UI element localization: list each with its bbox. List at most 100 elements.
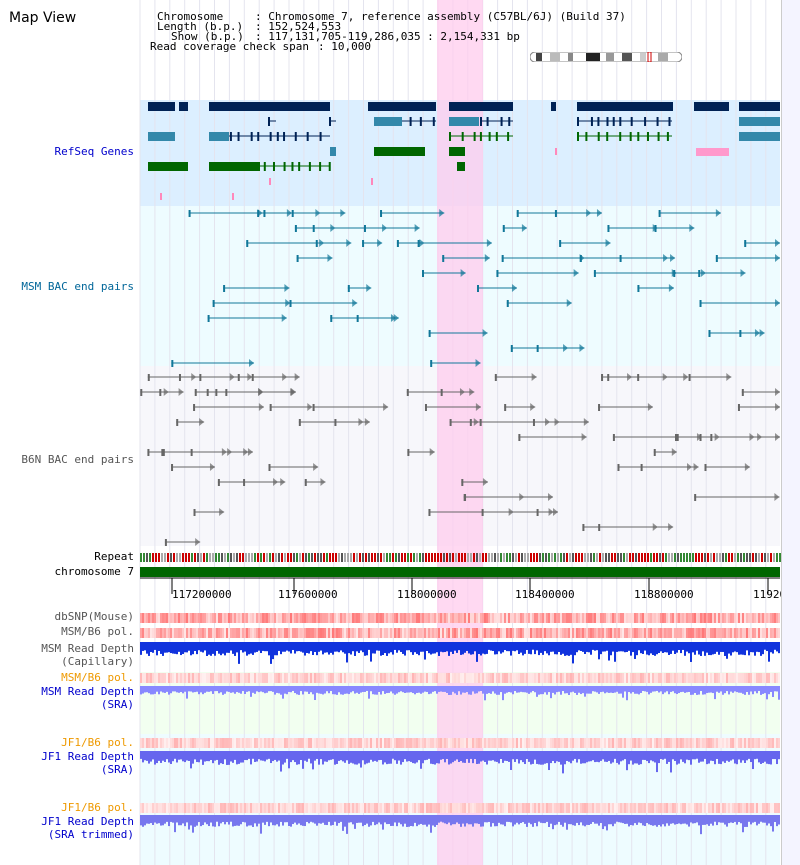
depth-bar [258,751,260,760]
heat-cell [192,613,194,623]
heat-cell [196,738,198,748]
heat-cell [440,803,442,813]
heat-cell [574,628,576,638]
depth-bar [286,642,288,651]
heat-cell [362,613,364,623]
depth-bar [212,815,214,827]
heat-cell [578,673,580,683]
depth-bar [220,751,222,764]
bac-end-arrow [320,478,326,486]
heat-cell [416,613,418,623]
bac-end [428,509,431,516]
refseq-genes-label[interactable]: RefSeq Genes [54,145,134,158]
bac-end [424,404,427,411]
heat-cell [308,673,310,683]
vertical-scrollbar[interactable] [781,0,800,865]
bac-end [504,404,507,411]
depth-bar [336,642,338,652]
msm-read-depth-sra-label[interactable]: MSM Read Depth [41,685,134,698]
depth-bar [708,815,710,826]
depth-bar [522,642,524,656]
heat-cell [476,738,478,748]
heat-cell [664,673,666,683]
bac-end-arrow [647,403,653,411]
depth-bar [536,815,538,827]
depth-bar [428,642,430,654]
heat-cell [436,673,438,683]
heat-cell [604,628,606,638]
depth-bar [738,815,740,823]
depth-bar [774,642,776,650]
heat-cell [156,673,158,683]
depth-bar [530,815,532,825]
heat-cell [500,628,502,638]
msm-bac-end-pairs-label[interactable]: MSM BAC end pairs [21,280,134,293]
depth-bar [142,815,144,827]
depth-bar [728,815,730,824]
heat-cell [316,803,318,813]
bac-end-arrow [221,448,227,456]
heat-cell [408,738,410,748]
depth-bar [608,642,610,661]
heat-cell [528,613,530,623]
depth-bar [332,642,334,655]
heat-cell [400,628,402,638]
depth-bar [752,686,754,695]
heat-cell [410,738,412,748]
heat-cell [378,673,380,683]
depth-bar [426,642,428,651]
depth-bar [242,642,244,653]
depth-bar [358,686,360,694]
heat-cell [182,673,184,683]
heat-cell [498,628,500,638]
dbsnp-label[interactable]: dbSNP(Mouse) [54,610,134,623]
heat-cell [156,613,158,623]
msm-b6-pol-sra-label[interactable]: MSM/B6 pol. [61,671,134,684]
depth-bar [228,815,230,825]
heat-cell [670,738,672,748]
msm-read-depth-capillary-label[interactable]: MSM Read Depth [41,642,134,655]
heat-cell [268,673,270,683]
jf1-read-depth-sra-label[interactable]: JF1 Read Depth [41,750,134,763]
jf1-read-depth-trimmed-label[interactable]: JF1 Read Depth [41,815,134,828]
depth-bar [438,686,440,692]
bac-end-arrow [315,209,321,217]
heat-cell [524,803,526,813]
depth-bar [250,815,252,826]
jf1-b6-pol-trimmed-label[interactable]: JF1/B6 pol. [61,801,134,814]
depth-bar [640,686,642,693]
depth-bar [384,815,386,823]
heat-cell [508,613,510,623]
chromosome-ideogram[interactable] [530,52,682,62]
heat-cell [456,803,458,813]
heat-cell [248,628,250,638]
depth-bar [688,642,690,654]
heat-cell [330,613,332,623]
heat-cell [526,613,528,623]
depth-bar [772,815,774,832]
depth-bar [668,751,670,762]
heat-cell [212,673,214,683]
depth-bar [424,815,426,825]
heat-cell [392,673,394,683]
jf1-b6-pol-label[interactable]: JF1/B6 pol. [61,736,134,749]
heat-cell [574,673,576,683]
heat-cell [176,613,178,623]
heat-cell [554,738,556,748]
heat-cell [614,628,616,638]
depth-bar [208,642,210,655]
depth-bar [650,751,652,761]
heat-cell [618,628,620,638]
depth-bar [388,686,390,693]
repeat-element [359,553,361,562]
heat-cell [262,738,264,748]
heat-cell [776,628,778,638]
heat-cell [326,673,328,683]
depth-bar [302,751,304,769]
heat-cell [160,738,162,748]
b6n-bac-end-pairs-label[interactable]: B6N BAC end pairs [21,453,134,466]
bac-end [176,419,179,426]
msm-b6-pol-label[interactable]: MSM/B6 pol. [61,625,134,638]
